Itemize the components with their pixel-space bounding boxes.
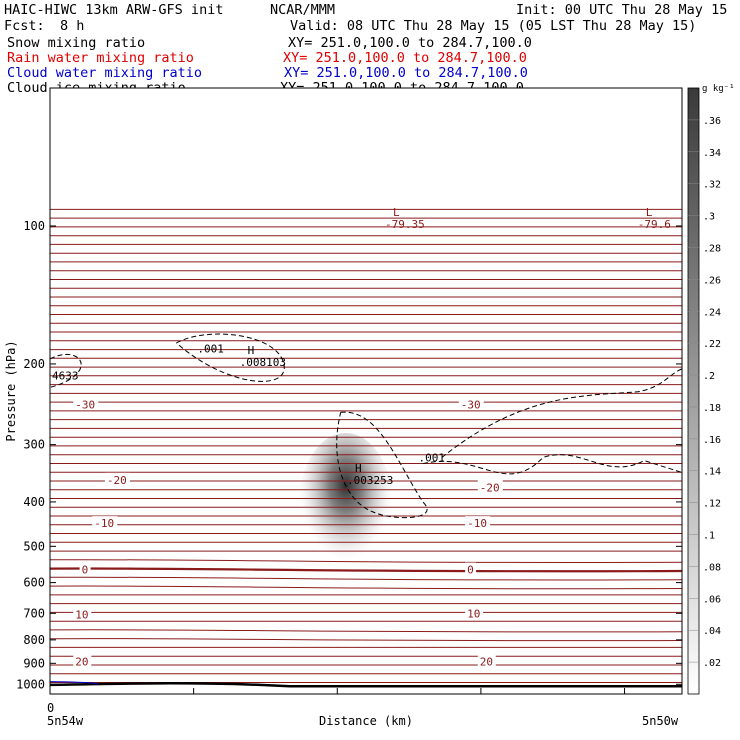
contour-label-bg [73,397,99,410]
colorbar-tick-label: .22 [703,339,721,350]
colorbar-tick-label: .14 [703,467,721,478]
moisture-contour-dashed [336,411,428,519]
colorbar-tick-label: .28 [703,243,721,254]
temperature-contour-label: -10 [467,517,487,530]
y-tick-label: 600 [23,576,45,590]
temperature-contour-label: 0 [82,564,89,577]
extremum-value: -79.35 [385,218,425,231]
contour-label-bg [465,562,477,575]
field-cloudwater-xy: XY= 251.0,100.0 to 284.7,100.0 [284,65,528,81]
model-title: HAIC-HIWC 13km ARW-GFS init [4,2,224,18]
colorbar-tick-label: .02 [703,658,721,669]
temperature-contour-line [49,576,683,581]
temperature-contour-line [49,585,683,590]
temperature-contour-line [49,559,683,564]
field-snow-xy: XY= 251.0,100.0 to 284.7,100.0 [288,35,532,51]
temperature-contour-label: -30 [75,398,95,411]
field-rain-xy: XY= 251.0,100.0 to 284.7,100.0 [283,50,527,66]
contour-label-bg [92,516,118,529]
moisture-contour-dashed [176,333,285,382]
x-end-label-right: 5n50w [642,714,679,728]
y-tick-label: 400 [23,495,45,509]
colorbar-tick-label: .2 [703,371,715,382]
contour-label-bg [79,562,91,575]
y-tick-label: 700 [23,606,45,620]
temperature-contour-label: 10 [467,607,480,620]
extremum-marker: L [646,206,653,219]
colorbar-tick-label: .3 [703,212,715,223]
extremum-value: -79.6 [638,218,671,231]
temperature-contour-line [49,567,683,573]
extremum-value: .003253 [347,474,393,487]
plot-frame [49,87,683,695]
y-tick-label: 900 [23,656,45,670]
contour-label-bg [465,606,484,619]
colorbar-tick-label: .32 [703,180,721,191]
temperature-contour-label: -30 [461,398,481,411]
colorbar-tick-label: .34 [703,148,721,159]
temperature-contour-line [49,629,683,633]
contour-label-bg [73,654,92,667]
moisture-contour-dashed [422,454,683,475]
contour-label-bg [458,397,484,410]
org-label: NCAR/MMM [270,2,336,18]
colorbar-unit: g kg⁻¹ [702,84,735,94]
colorbar-tick-label: .18 [703,403,721,414]
contour-label-bg [104,472,130,485]
fcst-label: Fcst: [4,18,45,34]
temperature-contour-label: 10 [75,609,88,622]
y-tick-label: 300 [23,438,45,452]
colorbar-tick-label: .08 [703,562,721,573]
y-tick-label: 1000 [16,677,45,691]
field-rain-name: Rain water mixing ratio [7,50,194,66]
y-tick-label: 500 [23,539,45,553]
extremum-marker: H [248,344,255,357]
extremum-value: .008103 [240,356,286,369]
plot-background [50,88,682,694]
valid-time: Valid: 08 UTC Thu 28 May 15 (05 LST Thu … [290,18,697,34]
moisture-contour-dashed [49,354,82,388]
colorbar-tick-label: .06 [703,594,721,605]
moisture-contour-dashed [441,368,683,458]
contour-label-bg [477,480,503,493]
temperature-contour-label: 20 [480,656,493,669]
colorbar-tick-label: .24 [703,307,721,318]
cloud-water-contour [49,681,99,685]
moisture-contour-label: .001 [197,342,224,355]
colorbar-tick-label: .26 [703,275,721,286]
field-snow-name: Snow mixing ratio [7,35,146,51]
y-tick-label: 800 [23,633,45,647]
terrain-line [49,682,682,688]
colorbar-tick-label: .1 [703,531,715,542]
moisture-contour-label: 4633 [52,370,79,383]
x-axis-label: Distance (km) [319,714,413,728]
colorbar-tick-label: .16 [703,435,721,446]
temperature-contour-label: 0 [467,564,474,577]
temperature-contour-label: 20 [75,656,88,669]
contour-label-bg [73,607,92,620]
temperature-contour-line [49,638,683,642]
temperature-contour-label: -20 [107,474,127,487]
fcst-value: 8 h [60,18,85,34]
y-tick-label: 100 [23,219,45,233]
temperature-contour-label: -10 [94,517,114,530]
x-tick-label: 0 [47,701,54,715]
extremum-marker: H [355,462,362,475]
colorbar-tick-label: .36 [703,116,721,127]
contour-label-bg [477,654,496,667]
init-time: Init: 00 UTC Thu 28 May 15 [516,2,728,18]
y-axis-label: Pressure (hPa) [4,340,18,441]
field-cloudwater-name: Cloud water mixing ratio [7,65,203,81]
colorbar [687,87,700,695]
y-tick-label: 200 [23,357,45,371]
x-end-label-left: 5n54w [47,714,84,728]
contour-label-bg [465,516,491,529]
colorbar-tick-label: .12 [703,499,721,510]
extremum-marker: L [393,206,400,219]
colorbar-tick-label: .04 [703,626,721,637]
moisture-contour-label: .001 [419,451,446,464]
mixing-ratio-shading [297,432,394,584]
temperature-contour-label: -20 [480,481,500,494]
